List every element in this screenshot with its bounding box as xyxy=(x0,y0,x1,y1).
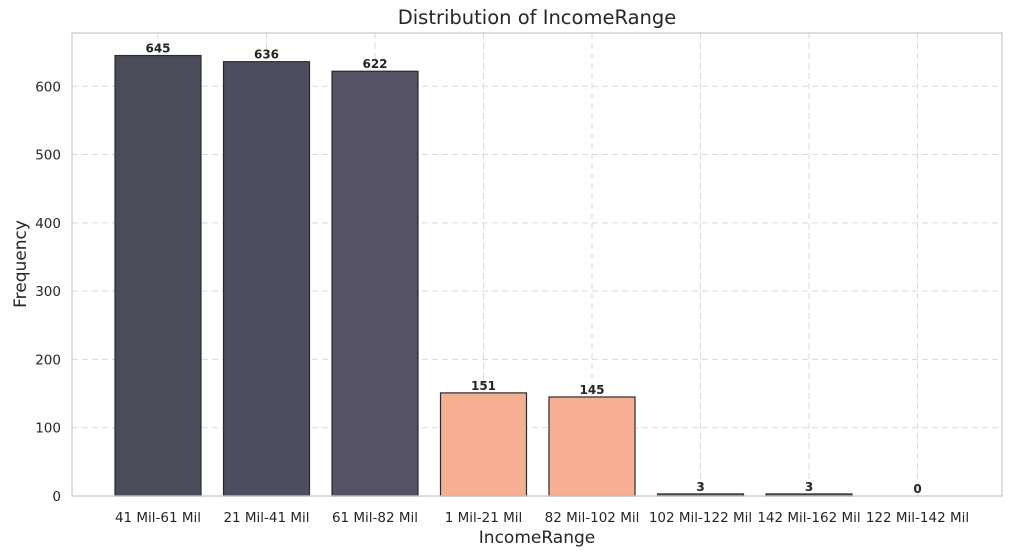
data-label: 645 xyxy=(145,42,170,56)
bar xyxy=(114,54,202,497)
y-axis-ticks: 0 100 200 300 400 500 600 xyxy=(35,79,61,505)
x-tick-label: 1 Mil-21 Mil xyxy=(445,510,523,526)
y-tick-label: 400 xyxy=(35,216,61,232)
bar xyxy=(331,70,419,497)
grid xyxy=(72,33,1002,497)
y-tick-label: 600 xyxy=(35,79,61,95)
y-tick-label: 300 xyxy=(35,284,61,300)
x-axis-title: IncomeRange xyxy=(479,528,595,548)
bars xyxy=(114,54,853,497)
x-tick-label: 122 Mil-142 Mil xyxy=(866,510,969,526)
data-label: 0 xyxy=(913,482,921,496)
x-tick-label: 102 Mil-122 Mil xyxy=(649,510,752,526)
data-label: 622 xyxy=(362,57,387,71)
data-label: 151 xyxy=(471,379,496,393)
data-labels: 645 636 622 151 145 3 3 0 xyxy=(145,42,921,496)
bar xyxy=(222,61,311,497)
bar xyxy=(439,392,528,497)
x-axis-ticks: 41 Mil-61 Mil 21 Mil-41 Mil 61 Mil-82 Mil 1… xyxy=(115,510,969,526)
plot-frame xyxy=(71,32,1003,497)
data-label: 145 xyxy=(579,383,604,397)
y-tick-label: 200 xyxy=(35,352,61,368)
chart-title: Distribution of IncomeRange xyxy=(398,6,677,29)
y-tick-label: 0 xyxy=(52,489,61,505)
x-tick-label: 41 Mil-61 Mil xyxy=(115,510,201,526)
y-axis-title: Frequency xyxy=(11,220,31,308)
bar xyxy=(548,396,636,497)
x-tick-label: 61 Mil-82 Mil xyxy=(332,510,418,526)
x-tick-label: 82 Mil-102 Mil xyxy=(545,510,640,526)
x-tick-label: 21 Mil-41 Mil xyxy=(223,510,309,526)
y-tick-label: 100 xyxy=(35,421,61,437)
x-tick-label: 142 Mil-162 Mil xyxy=(757,510,860,526)
data-label: 3 xyxy=(696,480,704,494)
data-label: 636 xyxy=(254,48,279,62)
data-label: 3 xyxy=(805,480,813,494)
y-tick-label: 500 xyxy=(35,148,61,164)
